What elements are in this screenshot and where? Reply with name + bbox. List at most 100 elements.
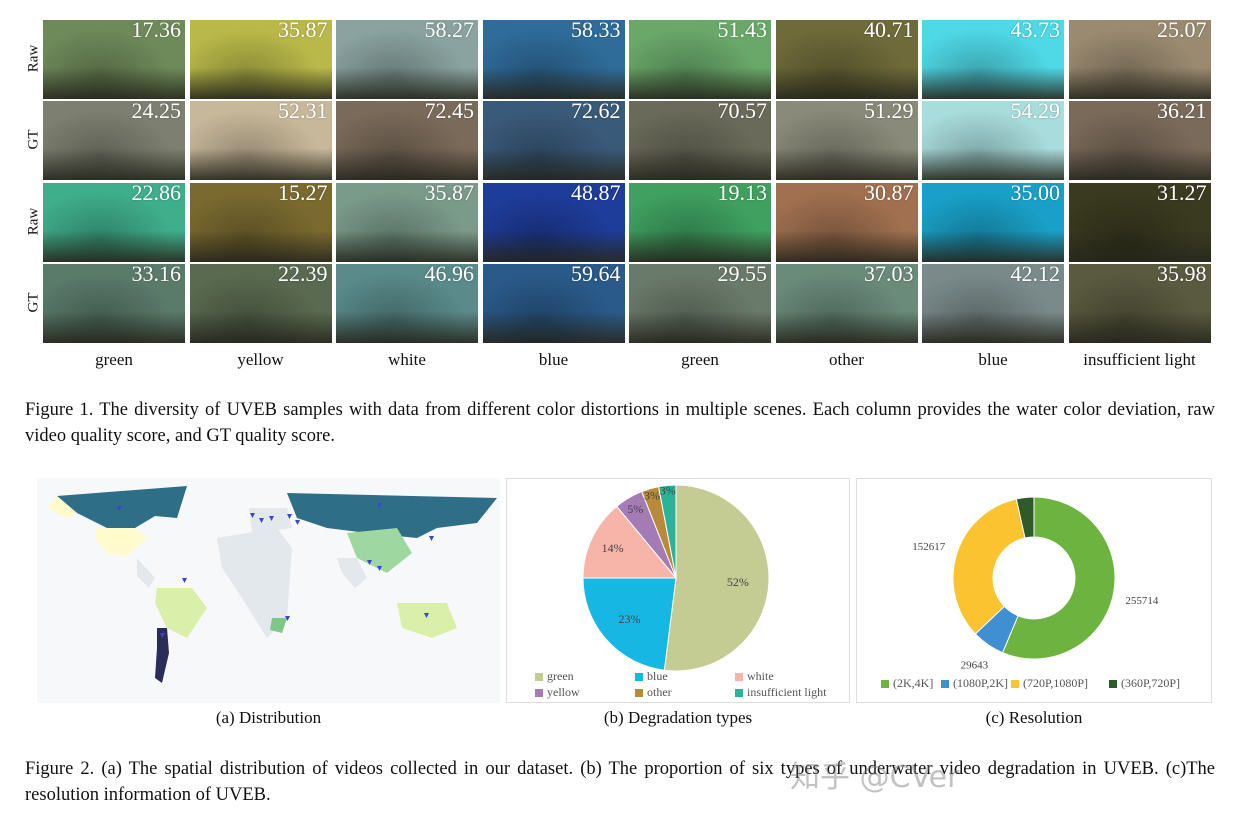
- quality-score: 36.21: [1157, 101, 1207, 123]
- slice-blue: [582, 577, 677, 671]
- legend-swatch: [635, 672, 643, 681]
- legend-label: (360P,720P]: [1121, 676, 1181, 690]
- quality-score: 42.12: [1010, 264, 1061, 286]
- slice-white: [582, 505, 678, 579]
- figure1-caption: Figure 1. The diversity of UVEB samples …: [25, 400, 1215, 446]
- legend-label: yellow: [547, 685, 580, 699]
- legend-swatch: [1109, 679, 1117, 688]
- sample-image: 51.29: [775, 101, 918, 180]
- legend-swatch: [535, 688, 543, 697]
- quality-score: 35.87: [424, 183, 475, 205]
- subcaption-b: (b) Degradation types: [603, 708, 753, 727]
- legend-swatch: [535, 672, 543, 681]
- slice-label: 152617: [912, 541, 946, 553]
- sample-image: 72.62: [482, 101, 625, 180]
- sample-image: 22.39: [189, 264, 332, 343]
- quality-score: 35.00: [1010, 183, 1061, 205]
- legend-item: (2K,4K]: [881, 676, 933, 691]
- slice-label: 14%: [602, 541, 624, 555]
- sample-image: 40.71: [775, 20, 918, 99]
- sample-image: 46.96: [336, 264, 478, 343]
- sample-image: 22.86: [43, 183, 185, 262]
- sample-image: 51.43: [629, 20, 771, 99]
- slice--2k-4k-: [1001, 496, 1116, 660]
- sample-image: 17.36: [43, 20, 185, 99]
- sample-image: 52.31: [189, 101, 332, 180]
- sample-image: 54.29: [922, 101, 1064, 180]
- quality-score: 72.62: [571, 101, 621, 123]
- subcaption-c: (c) Resolution: [985, 708, 1083, 727]
- quality-score: 19.13: [717, 183, 768, 205]
- legend-label: green: [547, 669, 574, 683]
- slice-label: 29643: [961, 659, 989, 671]
- quality-score: 30.87: [864, 183, 914, 205]
- sample-image: 31.27: [1068, 183, 1211, 262]
- quality-score: 35.87: [278, 20, 328, 42]
- quality-score: 22.39: [278, 264, 328, 286]
- sample-image: 35.00: [922, 183, 1064, 262]
- sample-image: 19.13: [629, 183, 771, 262]
- legend-swatch: [735, 688, 743, 697]
- resolution-donut-panel: 2557142964315261715900(2K,4K](1080P,2K](…: [856, 466, 1212, 703]
- subcaption-a: (a) Distribution: [215, 708, 322, 727]
- sample-image: 35.98: [1068, 264, 1211, 343]
- legend-label: (2K,4K]: [893, 676, 934, 690]
- slice-label: 3%: [660, 483, 676, 497]
- quality-score: 15.27: [278, 183, 328, 205]
- legend-label: insufficient light: [747, 685, 827, 699]
- legend-item: other: [635, 685, 672, 700]
- quality-score: 37.03: [864, 264, 914, 286]
- quality-score: 59.64: [571, 264, 621, 286]
- legend-label: (720P,1080P]: [1023, 676, 1089, 690]
- sample-image: 15.27: [189, 183, 332, 262]
- distribution-map: [37, 478, 500, 703]
- slice-label: 52%: [727, 575, 749, 589]
- slice--360p-720p-: [1015, 496, 1035, 539]
- quality-score: 58.33: [571, 20, 621, 42]
- quality-score: 51.29: [864, 101, 914, 123]
- legend-label: (1080P,2K]: [953, 676, 1009, 690]
- legend-item: insufficient light: [735, 685, 826, 700]
- sample-image: 37.03: [775, 264, 918, 343]
- slice-insufficient-light: [657, 484, 677, 579]
- quality-score: 24.25: [131, 101, 182, 123]
- quality-score: 35.98: [1157, 264, 1207, 286]
- figure2-caption: Figure 2. (a) The spatial distribution o…: [25, 759, 1215, 805]
- column-label: blue: [978, 350, 1008, 369]
- quality-score: 58.27: [424, 20, 475, 42]
- sample-image: 30.87: [775, 183, 918, 262]
- quality-score: 25.07: [1157, 20, 1207, 42]
- legend-swatch: [635, 688, 643, 697]
- sample-image: 35.87: [336, 183, 478, 262]
- column-label: blue: [538, 350, 569, 369]
- legend-item: green: [535, 669, 574, 684]
- sample-image: 48.87: [482, 183, 625, 262]
- column-label: insufficient light: [1083, 350, 1196, 369]
- legend-item: (720P,1080P]: [1011, 676, 1088, 691]
- sample-image: 25.07: [1068, 20, 1211, 99]
- sample-image: 58.27: [336, 20, 478, 99]
- legend-label: other: [647, 685, 672, 699]
- quality-score: 31.27: [1157, 183, 1207, 205]
- sample-image: 58.33: [482, 20, 625, 99]
- slice-green: [663, 484, 770, 672]
- quality-score: 22.86: [131, 183, 182, 205]
- quality-score: 17.36: [131, 20, 182, 42]
- sample-image: 35.87: [189, 20, 332, 99]
- legend-item: white: [735, 669, 774, 684]
- quality-score: 54.29: [1010, 101, 1061, 123]
- quality-score: 72.45: [424, 101, 475, 123]
- sample-image: 70.57: [629, 101, 771, 180]
- quality-score: 40.71: [864, 20, 914, 42]
- legend-swatch: [881, 679, 889, 688]
- legend-item: (360P,720P]: [1109, 676, 1180, 691]
- quality-score: 51.43: [717, 20, 768, 42]
- sample-image: 42.12: [922, 264, 1064, 343]
- row-label: Raw: [25, 207, 42, 236]
- legend-item: yellow: [535, 685, 580, 700]
- quality-score: 70.57: [717, 101, 768, 123]
- column-label: other: [829, 350, 864, 369]
- quality-score: 52.31: [278, 101, 328, 123]
- watermark: 知乎 @CVer: [790, 760, 960, 795]
- legend-swatch: [1011, 679, 1019, 688]
